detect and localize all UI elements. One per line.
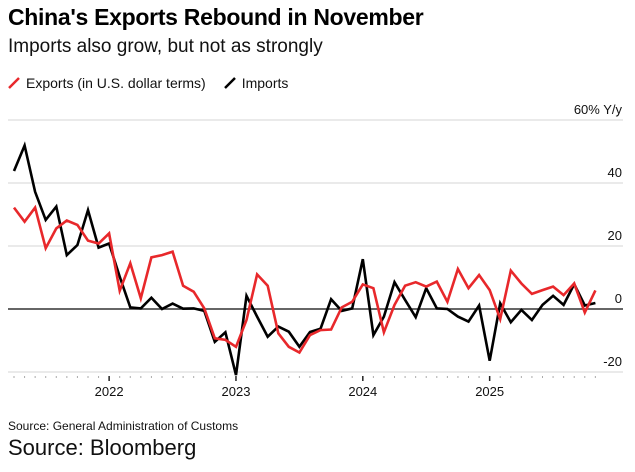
legend: Exports (in U.S. dollar terms) Imports [8,75,288,91]
y-tick-label: 40 [608,165,622,180]
x-tick-label: 2024 [348,384,377,399]
exports-line [12,204,597,355]
source-footer: Source: Bloomberg [8,435,197,460]
legend-label-imports: Imports [241,75,289,91]
legend-item-imports: Imports [223,75,289,91]
y-tick-label: -20 [603,354,622,369]
chart-subtitle: Imports also grow, but not as strongly [8,36,323,57]
x-tick-label: 2022 [95,384,124,399]
legend-swatch-exports [8,77,20,89]
y-tick-label: 0 [615,291,622,306]
y-tick-label: 20 [608,228,622,243]
legend-item-exports: Exports (in U.S. dollar terms) [8,75,206,91]
y-tick-label: 60% Y/y [574,102,623,117]
imports-line [12,141,596,376]
source-line: Source: General Administration of Custom… [8,419,239,433]
legend-swatch-imports [223,77,236,89]
chart-title: China's Exports Rebound in November [8,4,424,30]
legend-label-exports: Exports (in U.S. dollar terms) [26,75,206,91]
x-tick-label: 2023 [222,384,251,399]
x-tick-label: 2025 [475,384,504,399]
